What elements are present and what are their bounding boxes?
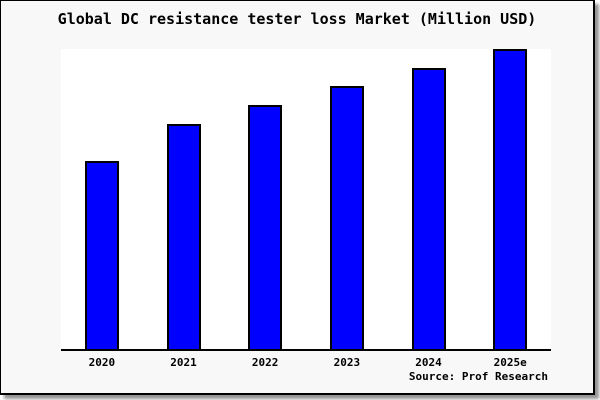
x-tick-label-2022: 2022: [251, 356, 279, 369]
x-tick-label-2020: 2020: [88, 356, 116, 369]
source-note: Source: Prof Research: [408, 370, 548, 383]
bar-2020: [84, 160, 119, 349]
bar-2021: [166, 124, 201, 349]
x-tick-label-2024: 2024: [415, 356, 442, 369]
bar-2024: [411, 67, 446, 349]
plot-area: [61, 49, 551, 351]
chart-title: Global DC resistance tester loss Market …: [57, 10, 537, 28]
bar-2025e: [493, 49, 528, 349]
x-axis-labels: 2020 2021 2022 2023 2024 2025e: [61, 356, 551, 370]
bar-2023: [329, 85, 364, 349]
x-tick-label-2025e: 2025e: [493, 356, 527, 369]
bar-2022: [248, 105, 283, 349]
chart-frame: Global DC resistance tester loss Market …: [0, 0, 595, 395]
x-tick-label-2023: 2023: [333, 356, 361, 369]
x-tick-label-2021: 2021: [170, 356, 197, 369]
